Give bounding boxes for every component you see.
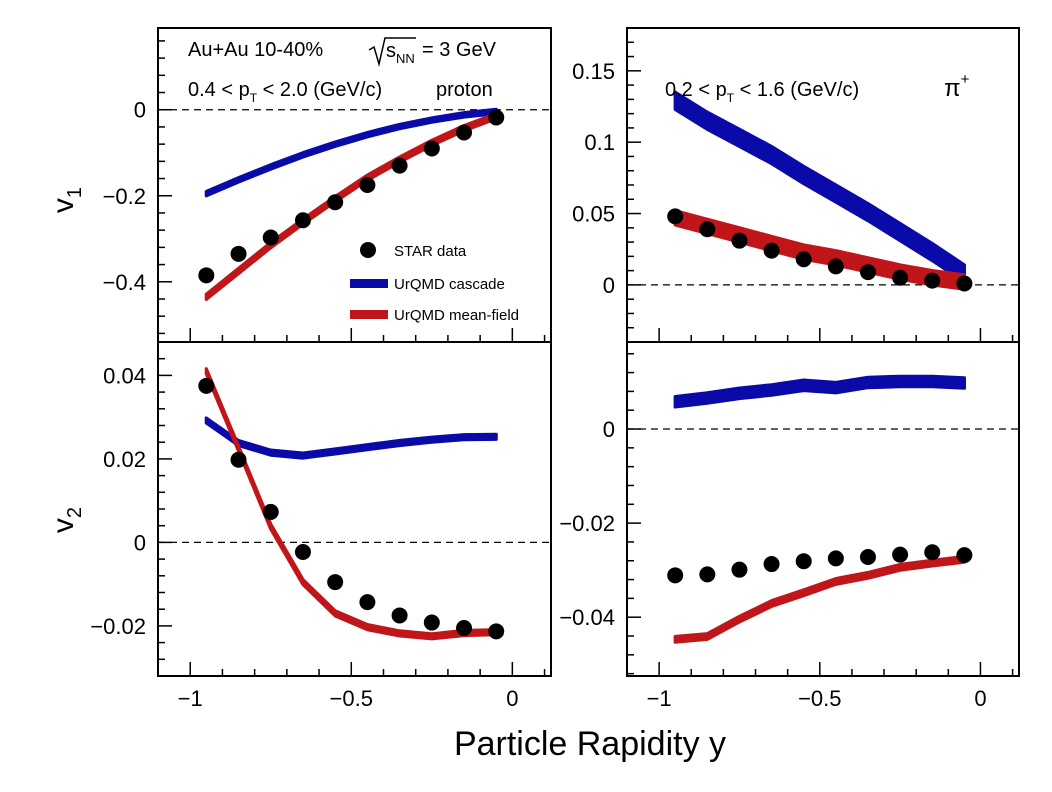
data-point	[827, 550, 844, 567]
annotation-proton: Au+Au 10-40% s NN = 3 GeV 0.4 < pT < 2.0…	[188, 37, 497, 105]
panel-v1-pion: 0 0.05 0.1 0.15	[572, 27, 1020, 343]
data-point	[956, 275, 973, 292]
data-point	[456, 619, 473, 636]
data-point	[262, 229, 279, 246]
y-tick-label: 0	[134, 98, 146, 123]
panel-v1-proton: −0.4 −0.2 0	[103, 27, 552, 343]
data-point	[391, 157, 408, 174]
data-point	[699, 221, 716, 238]
data-point	[327, 574, 344, 591]
data-point	[198, 267, 215, 284]
data-point	[763, 556, 780, 573]
panel-v2-proton: −1 −0.5 0 −0.02 0 0.02 0.04	[90, 341, 552, 711]
y-tick-label: 0.1	[584, 130, 615, 155]
y-tick-label: 0.04	[103, 363, 146, 388]
plot-frame	[626, 341, 1020, 677]
legend-marker-star	[360, 242, 376, 258]
data-point	[667, 208, 684, 225]
y-tick-label: 0.02	[103, 447, 146, 472]
data-point	[391, 607, 408, 624]
data-point	[892, 269, 909, 286]
x-tick-label: −1	[178, 686, 203, 711]
data-point	[763, 242, 780, 259]
legend-swatch-cascade	[350, 279, 388, 288]
data-point	[423, 614, 440, 631]
data-point	[731, 561, 748, 578]
data-point	[795, 251, 812, 268]
data-point	[262, 503, 279, 520]
y-axis-label-v2: v2	[47, 507, 86, 533]
series-band-cascade	[204, 107, 498, 198]
x-tick-label: −1	[647, 686, 672, 711]
data-point	[892, 546, 909, 563]
data-point	[488, 109, 505, 126]
legend-label: STAR data	[394, 243, 467, 260]
annotation-pt-range-pion: 0.2 < pT < 1.6 (GeV/c)	[665, 79, 859, 105]
y-tick-label: −0.02	[90, 614, 146, 639]
data-point	[294, 212, 311, 229]
annotation-system: Au+Au 10-40%	[188, 39, 323, 61]
data-point	[359, 594, 376, 611]
y-tick-label: 0	[134, 530, 146, 555]
data-point	[924, 272, 941, 289]
x-tick-label: 0	[506, 686, 518, 711]
data-point	[230, 451, 247, 468]
data-point	[956, 547, 973, 564]
sqrt-symbol: s NN	[368, 37, 416, 67]
data-point	[827, 258, 844, 275]
legend: STAR data UrQMD cascade UrQMD mean-field	[350, 242, 519, 324]
legend-label: UrQMD cascade	[394, 276, 505, 293]
x-tick-label: 0	[974, 686, 986, 711]
annotation-particle-pion: π+	[944, 71, 970, 102]
series-band-cascade	[204, 416, 498, 460]
data-point	[667, 567, 684, 584]
y-axis-label-v1: v1	[47, 187, 86, 213]
svg-text:s: s	[386, 40, 396, 62]
series-band-cascade	[673, 374, 967, 409]
data-point	[731, 232, 748, 249]
y-tick-label: 0	[603, 417, 615, 442]
annotation-pt-range: 0.4 < pT < 2.0 (GeV/c)	[188, 79, 382, 105]
annotation-particle: proton	[436, 79, 493, 101]
y-tick-label: 0.15	[572, 59, 615, 84]
data-point	[795, 553, 812, 570]
y-tick-label: 0	[603, 273, 615, 298]
annotation-energy: = 3 GeV	[422, 39, 497, 61]
legend-label: UrQMD mean-field	[394, 307, 519, 324]
y-tick-label: −0.02	[559, 511, 615, 536]
y-tick-label: −0.2	[103, 184, 146, 209]
y-tick-label: −0.4	[103, 270, 146, 295]
data-point	[488, 623, 505, 640]
data-point	[294, 544, 311, 561]
y-tick-label: 0.05	[572, 202, 615, 227]
series-band-meanfield	[204, 367, 498, 641]
x-tick-label: −0.5	[798, 686, 841, 711]
annotation-sqrt-sub: NN	[396, 51, 415, 66]
data-point	[859, 548, 876, 565]
data-point	[230, 245, 247, 262]
x-axis-title: Particle Rapidity y	[454, 725, 726, 763]
data-point	[327, 194, 344, 211]
x-tick-label: −0.5	[330, 686, 373, 711]
data-point	[423, 140, 440, 157]
panel-v2-pion: −1 −0.5 0 −0.04 −0.02 0	[559, 341, 1020, 711]
data-point	[699, 566, 716, 583]
data-point	[456, 124, 473, 141]
y-tick-label: −0.04	[559, 605, 615, 630]
data-point	[924, 544, 941, 561]
legend-swatch-meanfield	[350, 310, 388, 319]
data-point	[859, 264, 876, 281]
annotation-pion: 0.2 < pT < 1.6 (GeV/c) π+	[665, 71, 970, 105]
data-point	[359, 177, 376, 193]
data-point	[198, 377, 215, 394]
series-band-meanfield	[673, 554, 967, 644]
